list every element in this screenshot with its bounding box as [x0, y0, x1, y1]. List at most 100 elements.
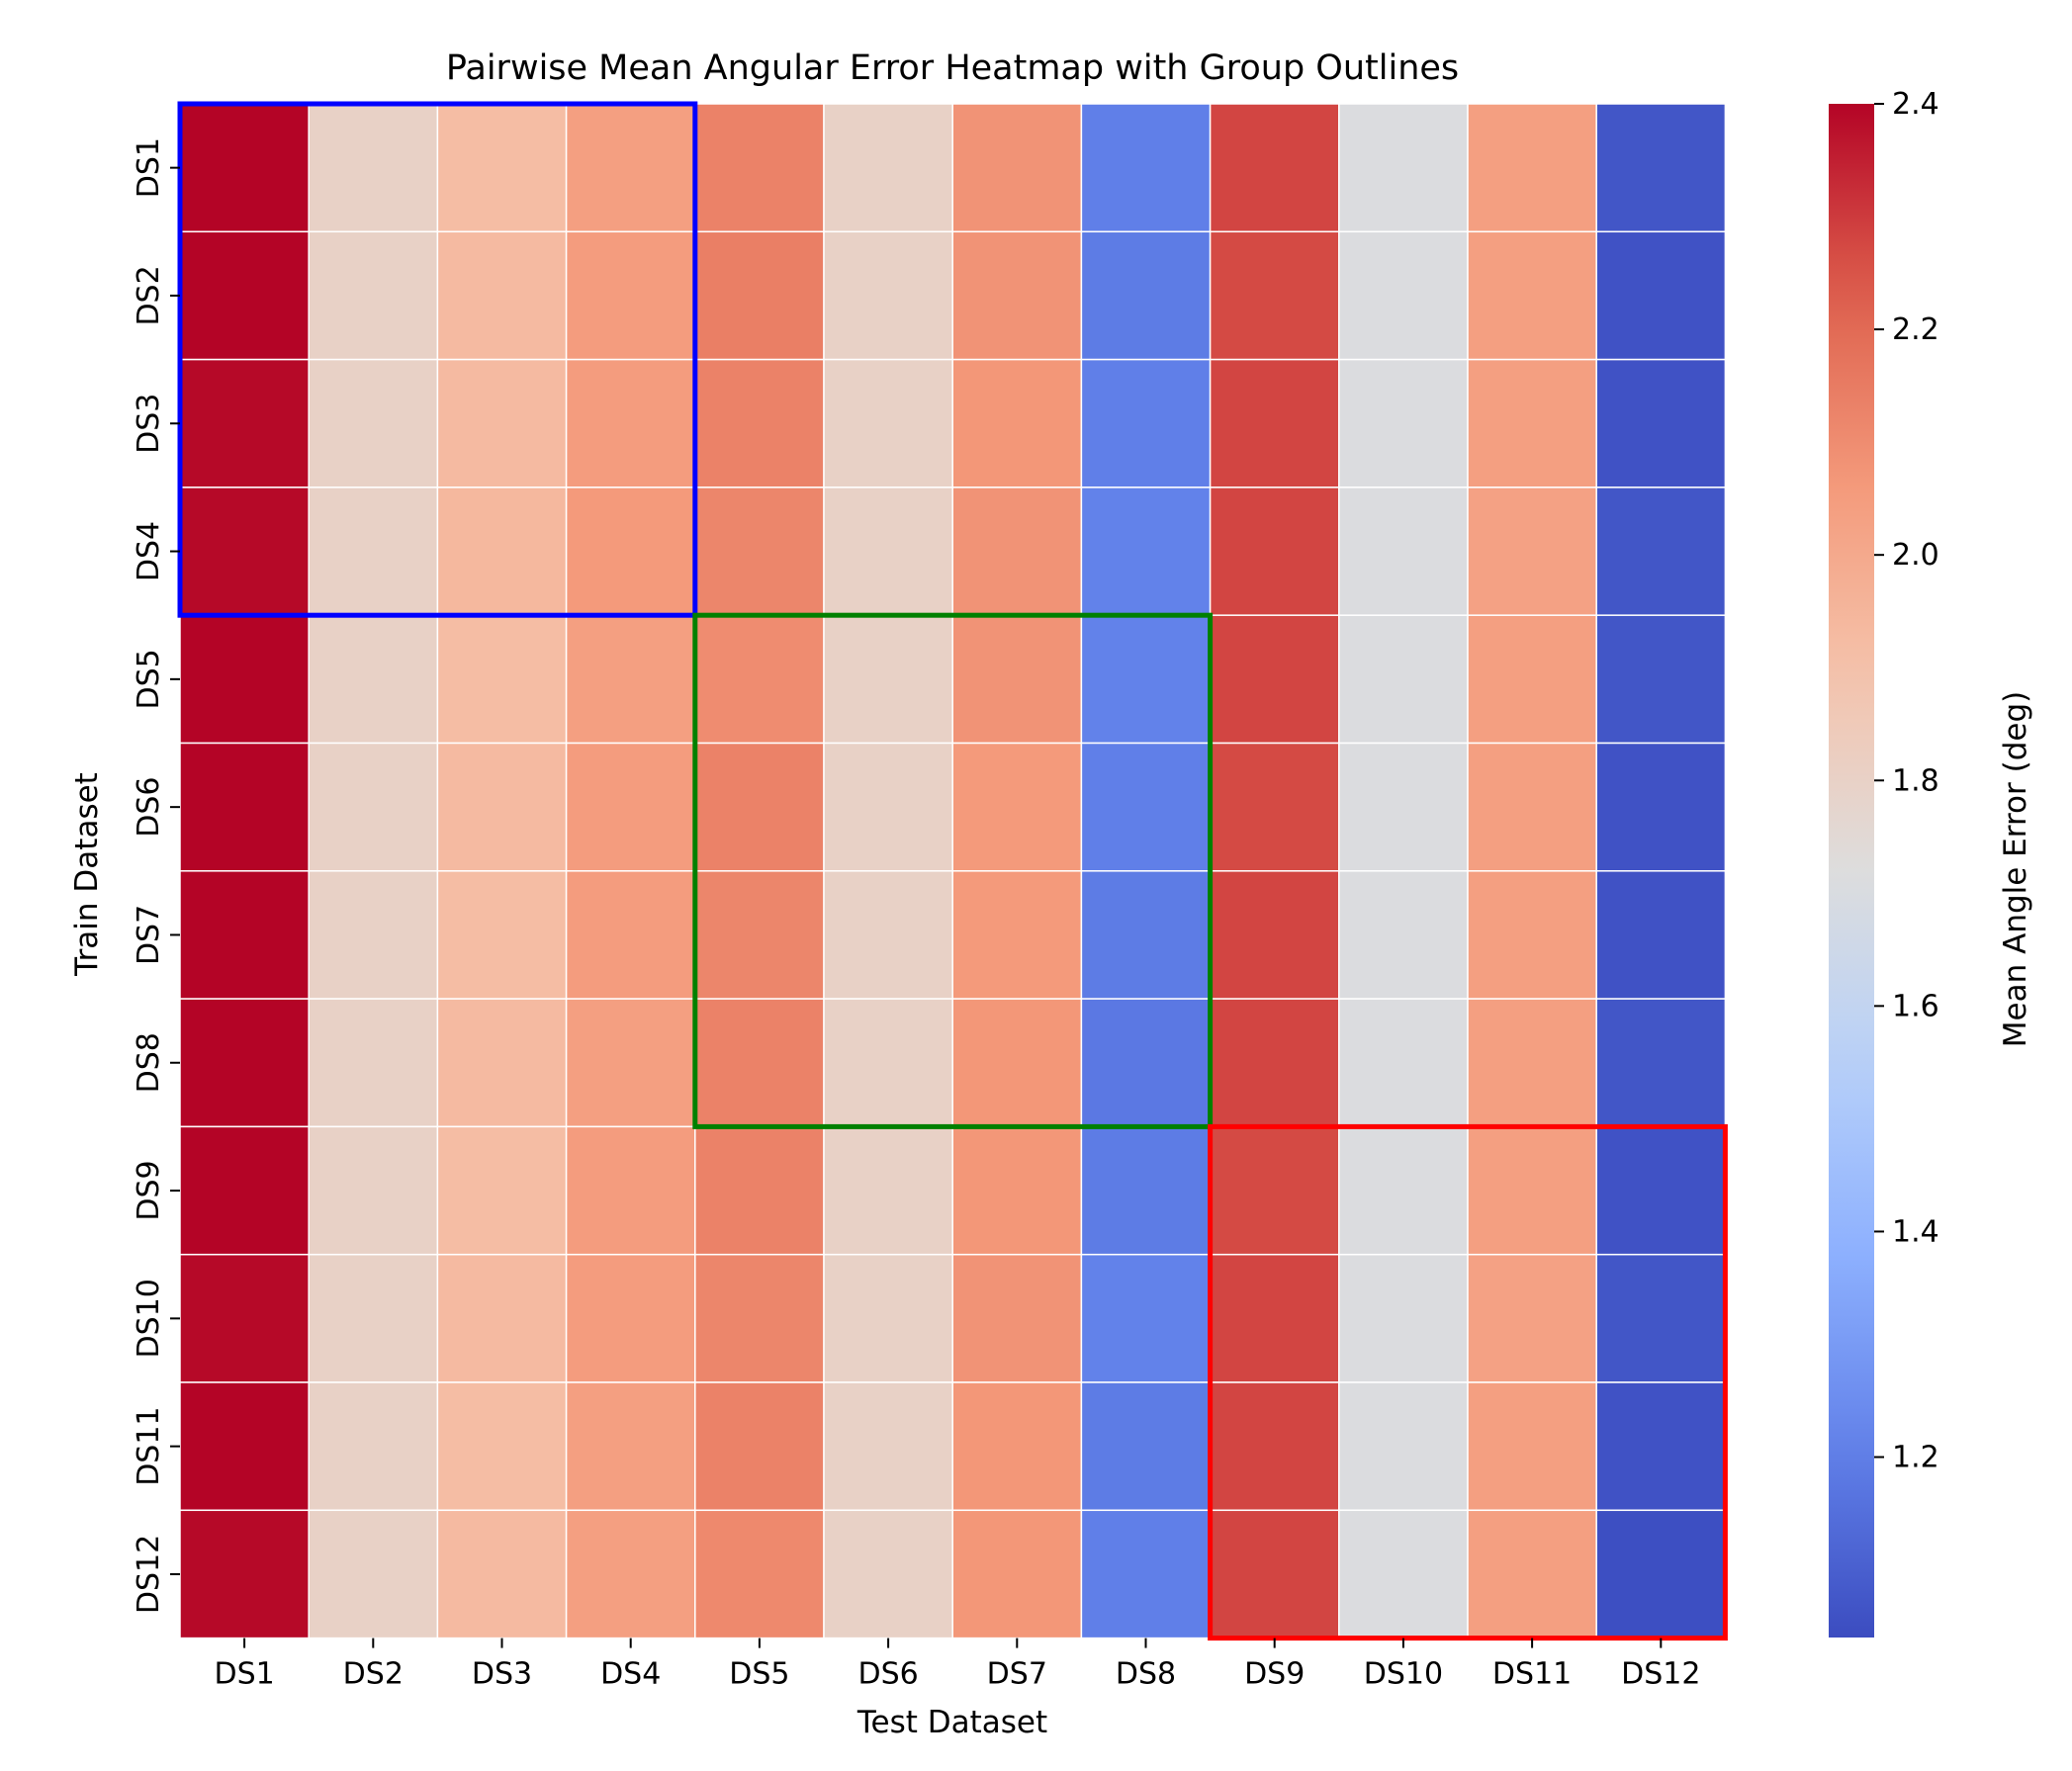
heatmap-cell [565, 230, 696, 361]
heatmap-cell [1595, 1381, 1727, 1512]
heatmap-cell [1080, 1125, 1212, 1256]
heatmap-cell [1209, 1253, 1340, 1383]
heatmap-cell [951, 230, 1083, 361]
heatmap-cell [436, 870, 568, 1000]
heatmap-cell [1209, 1125, 1340, 1256]
heatmap-cell [1338, 358, 1469, 488]
heatmap-cell [1338, 1253, 1469, 1383]
heatmap-cell [1080, 998, 1212, 1128]
heatmap-cell [1338, 870, 1469, 1000]
x-tick-label: DS10 [1364, 1657, 1443, 1692]
heatmap-cell [823, 1509, 953, 1639]
colorbar-tick-label: 2.2 [1892, 312, 1939, 347]
heatmap-cell [565, 1509, 696, 1639]
heatmap-cell [951, 998, 1083, 1128]
x-tick-label: DS3 [472, 1657, 532, 1692]
x-tick-label: DS1 [214, 1657, 274, 1692]
heatmap-cell [308, 998, 439, 1128]
y-tick-label: DS3 [132, 394, 166, 454]
heatmap-cell [179, 870, 310, 1000]
heatmap-cell [436, 1125, 568, 1256]
heatmap-cell [1209, 358, 1340, 488]
heatmap-cell [1595, 1509, 1727, 1639]
x-axis-ticks: DS1 DS2 DS3 DS4 DS5 DS6 DS7 DS8 DS9 DS10 DS11 DS12 [214, 1638, 1700, 1692]
heatmap-cell [179, 1253, 310, 1383]
heatmap-cell [951, 103, 1083, 233]
heatmap-cell [308, 487, 439, 616]
y-tick-label: DS11 [132, 1406, 166, 1485]
group-outlines [177, 101, 1728, 1641]
heatmap-cell [179, 1509, 310, 1639]
heatmap-cell [1338, 614, 1469, 745]
heatmap-cell [308, 230, 439, 361]
heatmap-cell [694, 870, 825, 1000]
heatmap-cell [179, 742, 310, 872]
heatmap-cell [308, 103, 439, 233]
heatmap-cell [436, 487, 568, 616]
y-axis-ticks: DS1 DS2 DS3 DS4 DS5 DS6 DS7 DS8 DS9 DS10 DS11 DS12 [132, 137, 180, 1614]
heatmap-cell [308, 614, 439, 745]
heatmap-cell [694, 614, 825, 745]
heatmap-cell [1209, 870, 1340, 1000]
chart-title: Pairwise Mean Angular Error Heatmap with… [446, 48, 1459, 88]
heatmap-cell [179, 1125, 310, 1256]
heatmap-cell [1080, 614, 1212, 745]
x-tick-label: DS8 [1116, 1657, 1176, 1692]
heatmap-cell [565, 1381, 696, 1512]
heatmap-cell [1595, 1125, 1727, 1256]
heatmap-cell [1080, 487, 1212, 616]
heatmap-cell [1338, 230, 1469, 361]
heatmap-cell [308, 1509, 439, 1639]
heatmap-cell [179, 230, 310, 361]
heatmap-cell [823, 230, 953, 361]
heatmap-cell [1467, 614, 1597, 745]
heatmap-cell [1467, 742, 1597, 872]
heatmap-cell [308, 1125, 439, 1256]
heatmap-cell [1080, 103, 1212, 233]
heatmap-cell [1209, 998, 1340, 1128]
heatmap-cell [1209, 487, 1340, 616]
heatmap-cell [308, 870, 439, 1000]
heatmap-cell [694, 358, 825, 488]
x-tick-label: DS4 [600, 1657, 661, 1692]
x-tick-label: DS11 [1492, 1657, 1572, 1692]
heatmap-cell [308, 1253, 439, 1383]
colorbar-tick-label: 1.6 [1892, 989, 1939, 1023]
heatmap-cell [823, 614, 953, 745]
heatmap-cell [951, 1253, 1083, 1383]
y-tick-label: DS9 [132, 1160, 166, 1220]
y-axis-label: Train Dataset [69, 772, 105, 977]
y-tick-label: DS8 [132, 1032, 166, 1093]
y-tick-label: DS7 [132, 905, 166, 965]
x-tick-label: DS7 [987, 1657, 1047, 1692]
heatmap-cell [1209, 1509, 1340, 1639]
group-outline [177, 101, 698, 618]
y-tick-label: DS1 [132, 137, 166, 198]
y-tick-label: DS2 [132, 265, 166, 325]
heatmap-cell [1209, 103, 1340, 233]
group-outline [692, 612, 1214, 1129]
heatmap-cell [1595, 230, 1727, 361]
heatmap-cell [694, 1125, 825, 1256]
heatmap-cell [308, 1381, 439, 1512]
heatmap-cell [308, 358, 439, 488]
heatmap-cell [1467, 1509, 1597, 1639]
heatmap-cell [823, 742, 953, 872]
colorbar-tick-label: 2.0 [1892, 538, 1939, 573]
heatmap-cell [1467, 1381, 1597, 1512]
heatmap-cell [694, 103, 825, 233]
heatmap-cell [1467, 103, 1597, 233]
heatmap-cell [694, 1509, 825, 1639]
heatmap-cell [951, 1125, 1083, 1256]
heatmap-cell [1338, 1381, 1469, 1512]
heatmap-cell [436, 614, 568, 745]
y-tick-label: DS6 [132, 777, 166, 838]
colorbar-tick-label: 1.8 [1892, 763, 1939, 798]
x-axis-label: Test Dataset [856, 1705, 1047, 1740]
heatmap-cell [179, 358, 310, 488]
y-tick-label: DS12 [132, 1535, 166, 1614]
x-tick-label: DS12 [1621, 1657, 1700, 1692]
heatmap-cell [951, 614, 1083, 745]
